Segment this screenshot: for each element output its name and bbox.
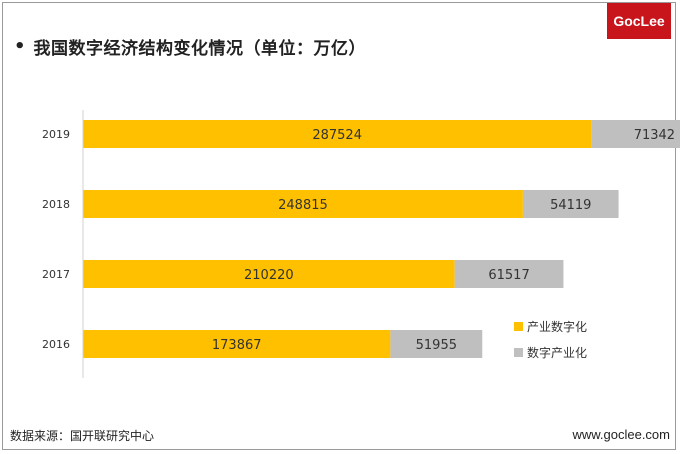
category-tick-label: 2019	[42, 128, 70, 141]
bar-segment	[83, 190, 523, 218]
data-label: 61517	[488, 268, 529, 283]
title-bullet: •	[14, 35, 26, 57]
data-label: 287524	[312, 128, 362, 143]
brand-logo-text: GocLee	[613, 13, 665, 29]
bar-segment	[454, 260, 564, 288]
data-source: 数据来源：国开联研究中心	[10, 429, 155, 443]
data-label: 51955	[416, 338, 457, 353]
bar-segment	[83, 260, 455, 288]
bar-segment	[83, 330, 391, 358]
category-tick-label: 2017	[42, 268, 70, 281]
bar-segment	[83, 120, 592, 148]
data-label: 54119	[550, 198, 591, 213]
data-label: 248815	[278, 198, 328, 213]
title-row: • 我国数字经济结构变化情况（单位：万亿）	[14, 34, 366, 59]
legend-swatch	[514, 348, 523, 357]
bar-segment	[522, 190, 619, 218]
data-label: 71342	[634, 128, 675, 143]
chart-title: 我国数字经济结构变化情况（单位：万亿）	[33, 39, 367, 59]
data-label: 173867	[212, 338, 262, 353]
category-tick-label: 2016	[42, 338, 70, 351]
category-tick-label: 2018	[42, 198, 70, 211]
website-link[interactable]: www.goclee.com	[572, 427, 670, 442]
legend-swatch	[514, 322, 523, 331]
data-label: 210220	[244, 268, 294, 283]
brand-logo: GocLee	[607, 3, 671, 39]
bar-segment	[591, 120, 680, 148]
legend-entry: 产业数字化	[527, 319, 587, 334]
chart-frame	[2, 2, 676, 450]
bar-segment	[390, 330, 483, 358]
legend-entry: 数字产业化	[527, 345, 587, 360]
